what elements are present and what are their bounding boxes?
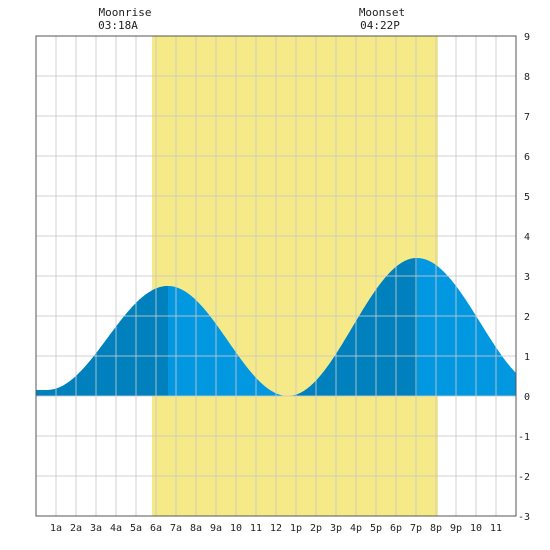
x-tick-label: 6a — [150, 523, 162, 534]
y-tick-label: 6 — [524, 152, 530, 163]
moon-times: Moonrise 03:18A Moonset 04:22P — [98, 6, 405, 32]
x-tick-label: 1p — [290, 523, 302, 534]
y-tick-label: 4 — [524, 232, 530, 243]
y-tick-label: 2 — [524, 312, 530, 323]
x-tick-label: 10 — [230, 523, 242, 534]
x-tick-label: 2a — [70, 523, 82, 534]
x-tick-label: 7p — [410, 523, 422, 534]
y-tick-label: 9 — [524, 32, 530, 43]
x-tick-label: 5a — [130, 523, 142, 534]
y-tick-label: -1 — [518, 432, 530, 443]
x-tick-label: 6p — [390, 523, 402, 534]
x-tick-label: 12 — [270, 523, 282, 534]
y-tick-label: -3 — [518, 512, 530, 523]
x-tick-label: 4a — [110, 523, 122, 534]
x-tick-label: 10 — [470, 523, 482, 534]
tide-rising-segment-1 — [36, 286, 168, 396]
moonset-time: 04:22P — [360, 19, 400, 32]
y-tick-label: 0 — [524, 392, 530, 403]
x-tick-label: 2p — [310, 523, 322, 534]
moonrise-time: 03:18A — [98, 19, 138, 32]
x-tick-label: 1a — [50, 523, 62, 534]
y-tick-label: 7 — [524, 112, 530, 123]
y-tick-label: 3 — [524, 272, 530, 283]
x-tick-label: 8a — [190, 523, 202, 534]
y-tick-label: 1 — [524, 352, 530, 363]
moonset-label: Moonset — [359, 6, 405, 19]
x-tick-label: 3a — [90, 523, 102, 534]
plot-frame — [35, 35, 517, 517]
x-tick-label: 9p — [450, 523, 462, 534]
x-tick-label: 9a — [210, 523, 222, 534]
x-tick-label: 7a — [170, 523, 182, 534]
x-tick-label: 8p — [430, 523, 442, 534]
tide-rising-segment-2 — [288, 258, 417, 396]
x-tick-label: 3p — [330, 523, 342, 534]
x-tick-label: 11 — [490, 523, 502, 534]
x-tick-label: 5p — [370, 523, 382, 534]
x-tick-label: 11 — [250, 523, 262, 534]
moonrise-label: Moonrise — [99, 6, 152, 19]
x-tick-label: 4p — [350, 523, 362, 534]
y-tick-label: 5 — [524, 192, 530, 203]
y-tick-label: -2 — [518, 472, 530, 483]
y-tick-label: 8 — [524, 72, 530, 83]
